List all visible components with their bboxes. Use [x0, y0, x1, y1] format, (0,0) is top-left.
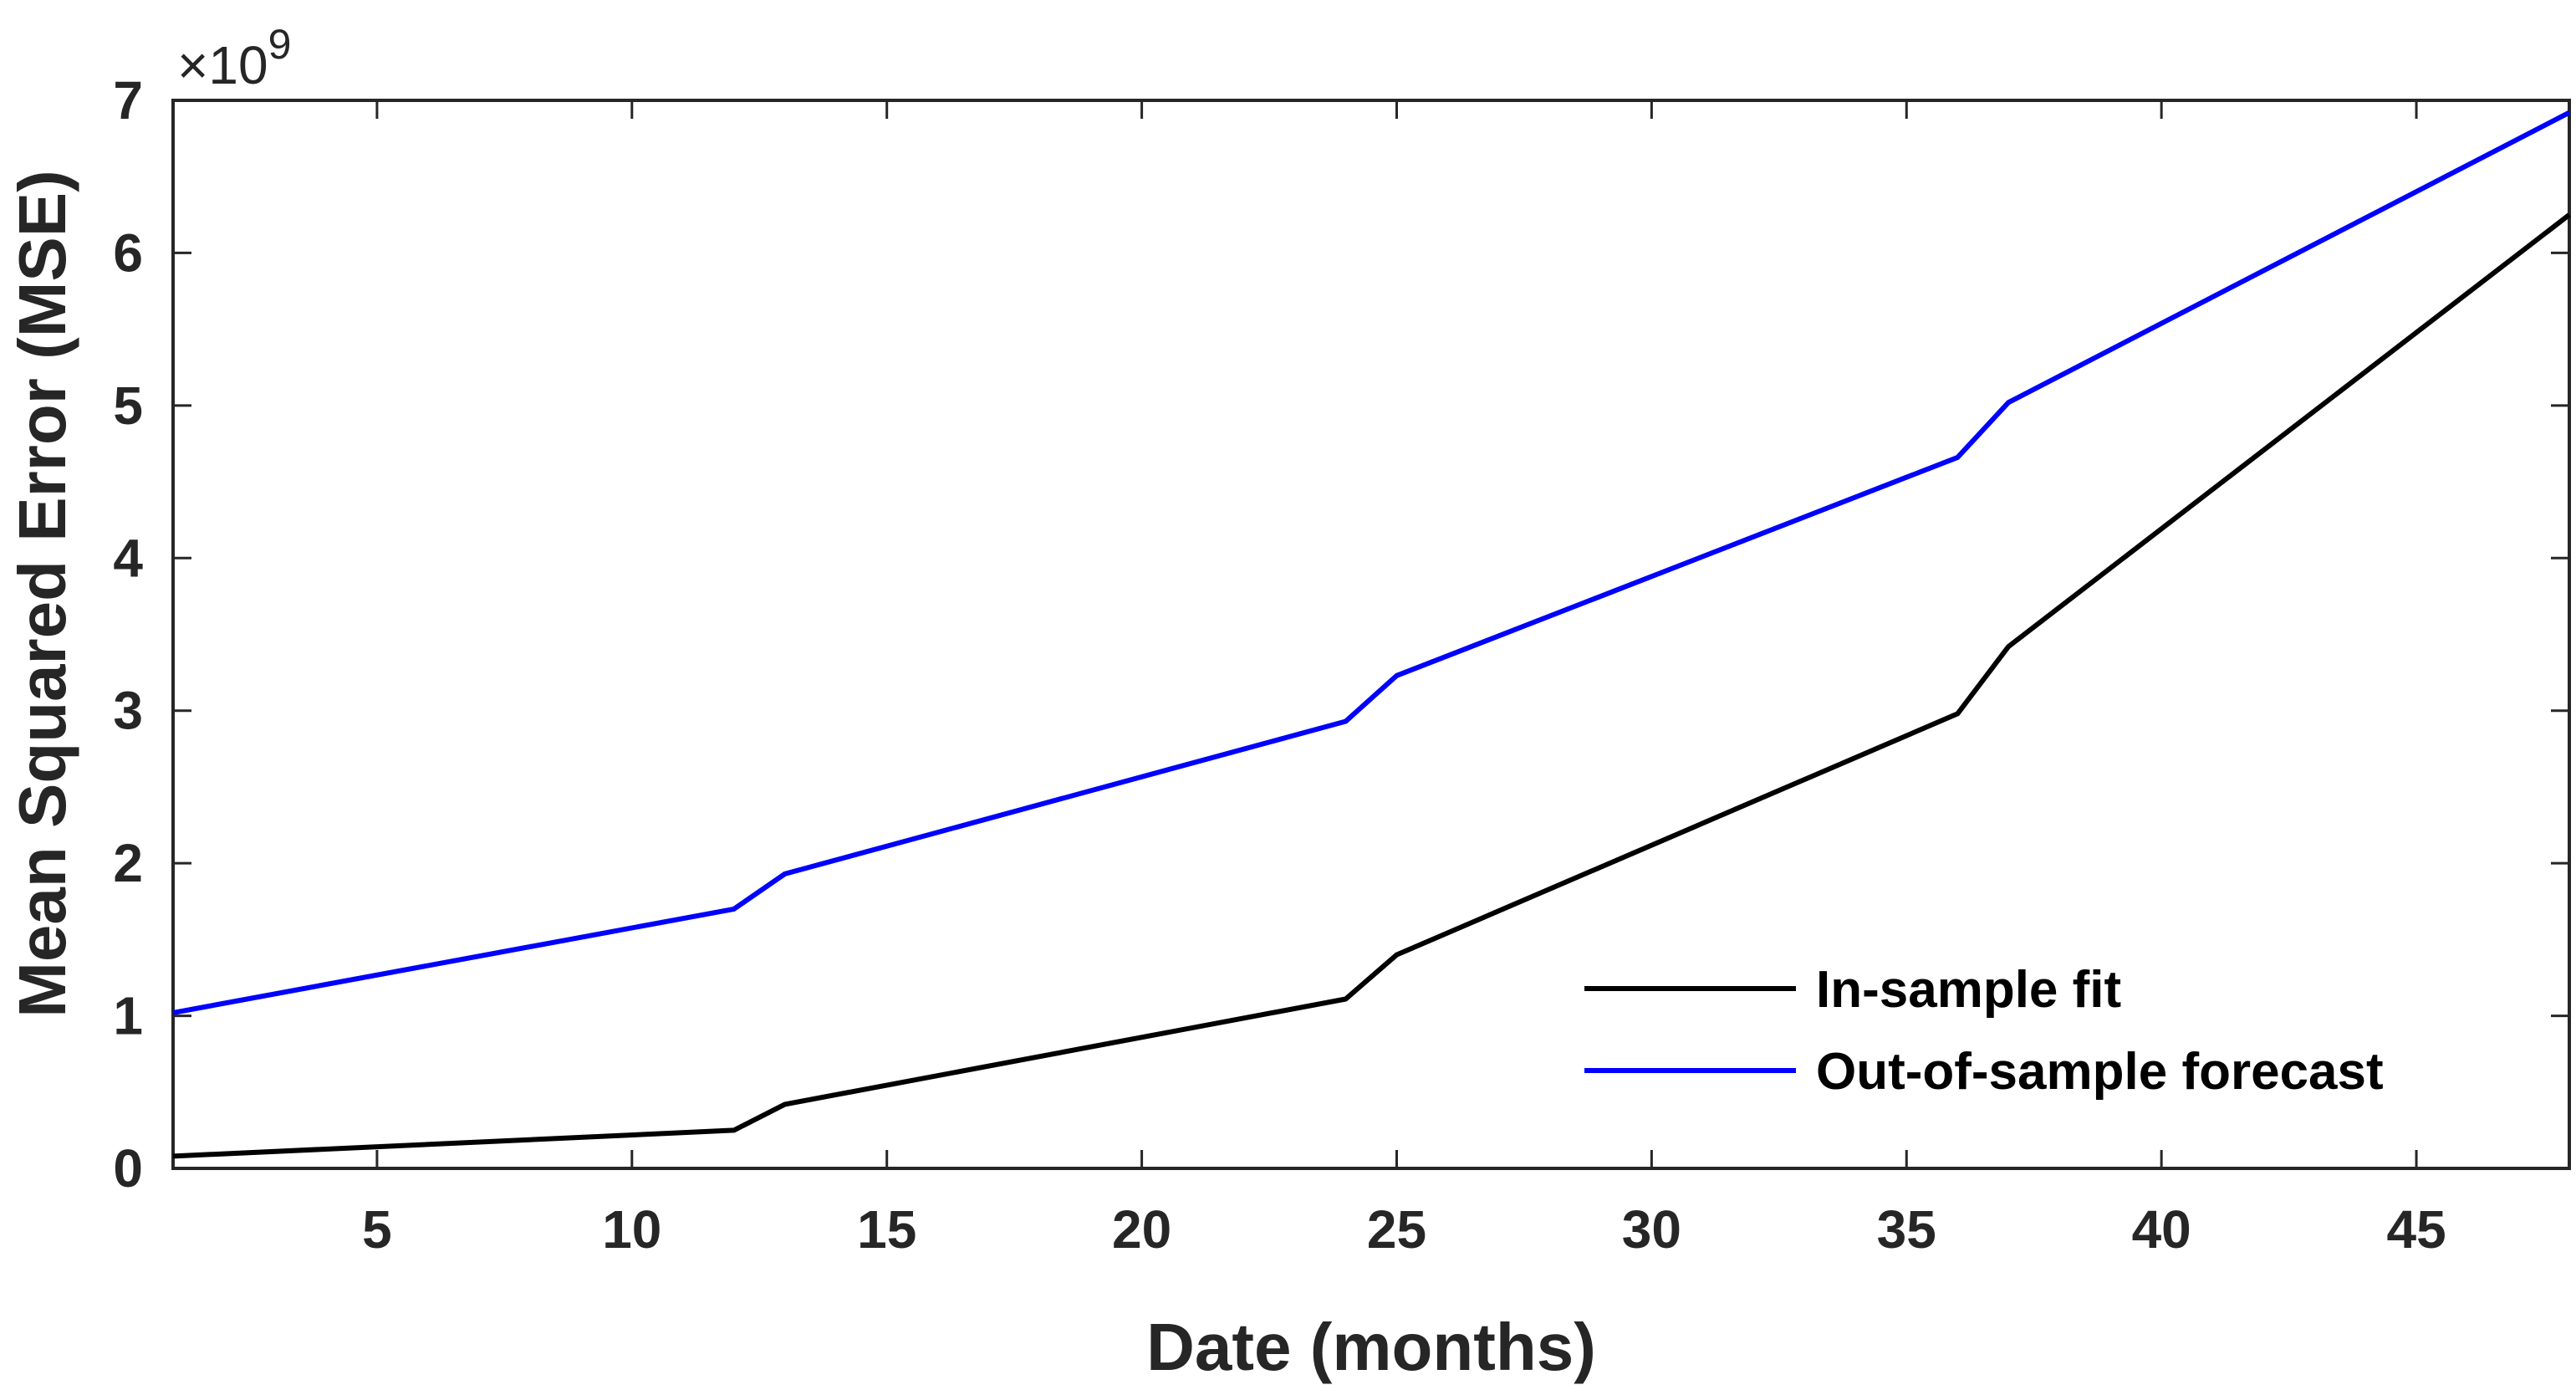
x-axis-label: Date (months): [1146, 1310, 1596, 1384]
y-tick-label: 2: [113, 833, 143, 893]
y-tick-label: 3: [113, 681, 143, 741]
x-tick-label: 30: [1622, 1199, 1681, 1260]
exponent-base: ×10: [177, 35, 268, 95]
x-axis-ticks: 5 10 15 20 25 30 35 40 45: [362, 100, 2446, 1260]
y-tick-label: 4: [113, 528, 143, 588]
x-tick-label: 40: [2132, 1199, 2191, 1260]
y-tick-label: 7: [113, 70, 143, 130]
y-axis-label: Mean Squared Error (MSE): [5, 170, 79, 1018]
x-tick-label: 45: [2386, 1199, 2446, 1260]
y-tick-label: 5: [113, 376, 143, 436]
x-tick-label: 15: [857, 1199, 916, 1260]
exponent-power: 9: [268, 21, 292, 68]
y-axis-ticks: 0 1 2 3 4 5 6 7: [113, 70, 2569, 1198]
legend-label-out-of-sample: Out-of-sample forecast: [1816, 1043, 2384, 1101]
series-line-out-of-sample: [172, 110, 2571, 1015]
series-line-in-sample: [172, 212, 2571, 1159]
x-tick-label: 20: [1112, 1199, 1171, 1260]
x-tick-label: 35: [1877, 1199, 1936, 1260]
legend: In-sample fit Out-of-sample forecast: [1584, 961, 2384, 1101]
x-tick-label: 10: [602, 1199, 661, 1260]
y-axis-exponent: ×109: [177, 21, 291, 95]
plot-frame: [171, 99, 2571, 1170]
y-tick-label: 0: [113, 1138, 143, 1198]
x-tick-label: 5: [362, 1199, 392, 1260]
y-tick-label: 1: [113, 986, 143, 1046]
y-tick-label: 6: [113, 222, 143, 283]
legend-label-in-sample: In-sample fit: [1816, 961, 2121, 1019]
x-tick-label: 25: [1367, 1199, 1426, 1260]
plot-area: [171, 99, 2571, 1170]
series-layer: [172, 110, 2571, 1159]
